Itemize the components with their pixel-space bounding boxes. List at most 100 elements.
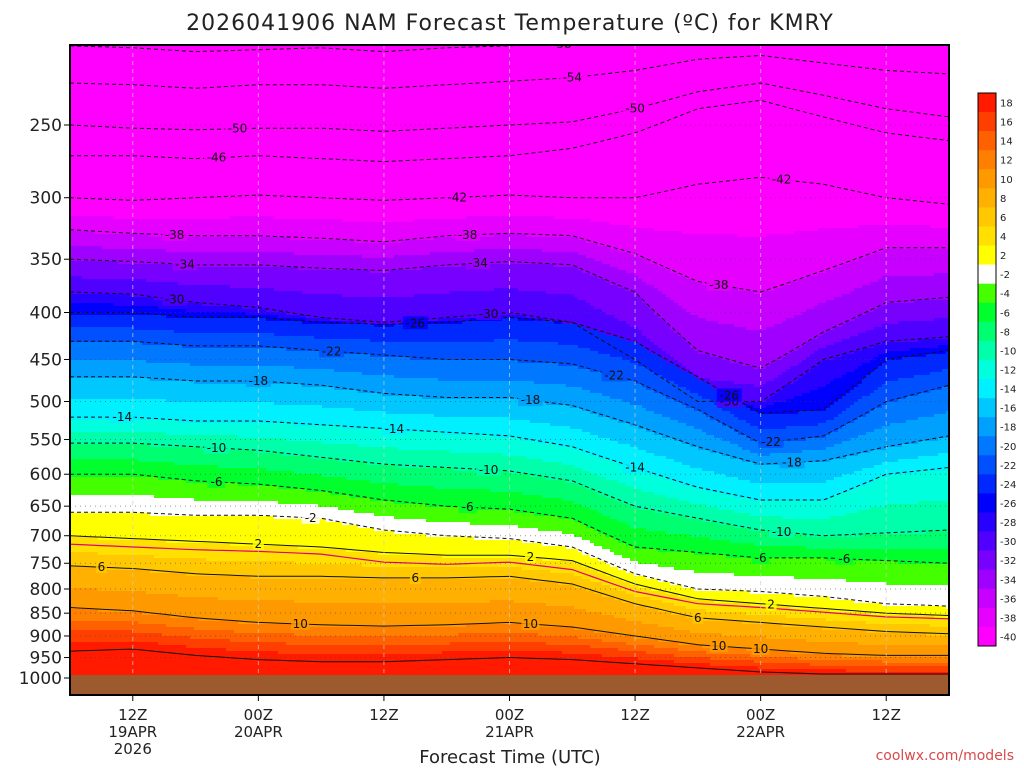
temperature-cell bbox=[118, 399, 123, 421]
temperature-cell bbox=[90, 432, 95, 445]
temperature-cell bbox=[206, 561, 211, 577]
temperature-cell bbox=[326, 45, 331, 220]
temperature-cell bbox=[766, 399, 771, 406]
temperature-cell bbox=[278, 600, 283, 625]
temperature-cell bbox=[142, 513, 147, 541]
temperature-cell bbox=[238, 312, 243, 319]
temperature-cell bbox=[286, 654, 291, 695]
temperature-cell bbox=[146, 495, 151, 514]
temperature-cell bbox=[174, 264, 179, 283]
temperature-cell bbox=[562, 654, 567, 695]
temperature-cell bbox=[650, 492, 655, 511]
temperature-cell bbox=[274, 45, 279, 220]
temperature-cell bbox=[398, 357, 403, 379]
temperature-cell bbox=[418, 519, 423, 535]
temperature-cell bbox=[630, 468, 635, 487]
temperature-cell bbox=[490, 249, 495, 265]
temperature-cell bbox=[594, 222, 599, 244]
temperature-cell bbox=[262, 651, 267, 695]
temperature-cell bbox=[494, 471, 499, 493]
temperature-cell bbox=[458, 471, 463, 490]
temperature-cell bbox=[718, 510, 723, 526]
temperature-cell bbox=[266, 312, 271, 316]
temperature-cell bbox=[614, 462, 619, 481]
temperature-cell bbox=[430, 378, 435, 400]
temperature-cell bbox=[746, 528, 751, 544]
temperature-cell bbox=[706, 648, 711, 655]
temperature-cell bbox=[638, 45, 643, 229]
temperature-cell bbox=[294, 405, 299, 427]
temperature-cell bbox=[242, 333, 247, 349]
temperature-cell bbox=[742, 660, 747, 667]
temperature-cell bbox=[446, 324, 451, 343]
temperature-cell bbox=[214, 630, 219, 640]
temperature-cell bbox=[86, 630, 91, 643]
temperature-cell bbox=[470, 237, 475, 253]
temperature-cell bbox=[262, 561, 267, 580]
temperature-cell bbox=[102, 612, 107, 622]
temperature-cell bbox=[146, 264, 151, 283]
temperature-cell bbox=[646, 351, 651, 370]
temperature-cell bbox=[350, 444, 355, 463]
temperature-cell bbox=[346, 297, 351, 322]
temperature-cell bbox=[614, 249, 619, 268]
temperature-cell bbox=[746, 330, 751, 367]
temperature-cell bbox=[534, 402, 539, 424]
temperature-cell bbox=[262, 384, 267, 403]
temperature-cell bbox=[430, 342, 435, 361]
temperature-cell bbox=[114, 591, 119, 613]
temperature-cell bbox=[730, 636, 735, 649]
temperature-cell bbox=[114, 327, 119, 343]
temperature-cell bbox=[754, 615, 759, 625]
temperature-cell bbox=[258, 333, 263, 349]
temperature-cell bbox=[686, 390, 691, 409]
temperature-cell bbox=[710, 357, 715, 382]
temperature-cell bbox=[746, 636, 751, 652]
temperature-cell bbox=[570, 219, 575, 238]
temperature-cell bbox=[666, 642, 671, 649]
temperature-cell bbox=[326, 354, 331, 370]
temperature-cell bbox=[718, 288, 723, 325]
temperature-cell bbox=[222, 285, 227, 307]
temperature-cell bbox=[586, 330, 591, 349]
temperature-cell bbox=[166, 462, 171, 481]
temperature-cell bbox=[530, 291, 535, 319]
temperature-cell bbox=[570, 483, 575, 502]
temperature-cell bbox=[502, 45, 507, 217]
temperature-cell bbox=[570, 501, 575, 520]
temperature-cell bbox=[326, 579, 331, 604]
temperature-cell bbox=[570, 324, 575, 346]
temperature-cell bbox=[658, 414, 663, 436]
temperature-cell bbox=[426, 627, 431, 637]
temperature-cell bbox=[366, 636, 371, 646]
temperature-cell bbox=[654, 264, 659, 289]
temperature-cell bbox=[118, 249, 123, 265]
temperature-cell bbox=[250, 633, 255, 643]
temperature-cell bbox=[378, 447, 383, 466]
temperature-cell bbox=[706, 354, 711, 379]
temperature-cell bbox=[494, 651, 499, 695]
temperature-cell bbox=[490, 216, 495, 238]
temperature-cell bbox=[206, 237, 211, 253]
temperature-cell bbox=[262, 600, 267, 625]
temperature-cell bbox=[238, 450, 243, 469]
temperature-cell bbox=[210, 516, 215, 544]
temperature-cell bbox=[582, 45, 587, 220]
temperature-cell bbox=[554, 321, 559, 325]
temperature-cell bbox=[418, 603, 423, 628]
temperature-cell bbox=[766, 558, 771, 577]
temperature-cell bbox=[86, 45, 91, 217]
temperature-cell bbox=[646, 474, 651, 493]
temperature-cell bbox=[666, 438, 671, 460]
temperature-cell bbox=[698, 381, 703, 397]
temperature-cell bbox=[550, 480, 555, 499]
temperature-cell bbox=[754, 369, 759, 388]
temperature-cell bbox=[418, 342, 423, 361]
temperature-cell bbox=[322, 240, 327, 256]
temperature-cell bbox=[362, 270, 367, 298]
temperature-cell bbox=[746, 462, 751, 481]
temperature-cell bbox=[514, 288, 519, 316]
temperature-cell bbox=[114, 432, 119, 445]
temperature-cell bbox=[718, 525, 723, 541]
temperature-cell bbox=[242, 486, 247, 502]
